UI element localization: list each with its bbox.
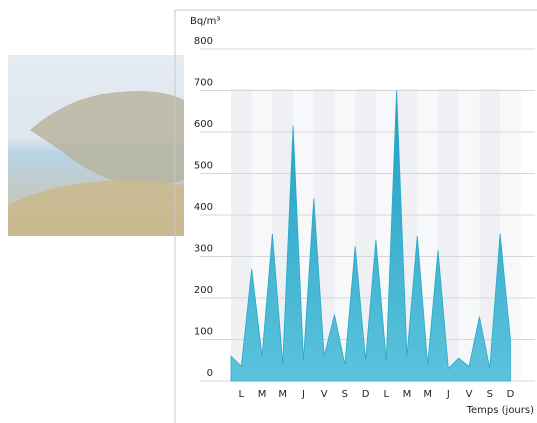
x-tick-label: M (258, 389, 267, 400)
x-tick-label: L (383, 389, 389, 400)
x-tick-label: M (403, 389, 412, 400)
x-tick-label: M (423, 389, 432, 400)
x-tick-label: M (278, 389, 287, 400)
day-band (458, 89, 480, 381)
x-tick-label: S (487, 389, 493, 400)
y-tick-label: 500 (194, 161, 213, 172)
y-axis-label: Bq/m³ (190, 16, 220, 27)
y-tick-label: 300 (194, 244, 213, 255)
day-band (231, 89, 252, 381)
y-tick-label: 800 (194, 36, 213, 47)
area (230, 90, 511, 382)
x-tick-label: L (239, 389, 245, 400)
x-tick-label: V (466, 389, 473, 400)
y-tick-label: 100 (194, 327, 213, 338)
x-tick-label: V (321, 389, 328, 400)
x-axis-label: Temps (jours) (466, 405, 534, 416)
x-tick-label: D (362, 389, 370, 400)
y-tick-label: 200 (194, 285, 213, 296)
y-tick-label: 400 (194, 202, 213, 213)
x-tick-label: S (342, 389, 348, 400)
x-tick-label: D (507, 389, 515, 400)
x-tick-label: J (446, 389, 450, 400)
x-tick-label: J (301, 389, 305, 400)
y-tick-label: 0 (207, 368, 213, 379)
y-tick-label: 600 (194, 119, 213, 130)
photo (8, 55, 184, 236)
y-tick-label: 700 (194, 78, 213, 89)
